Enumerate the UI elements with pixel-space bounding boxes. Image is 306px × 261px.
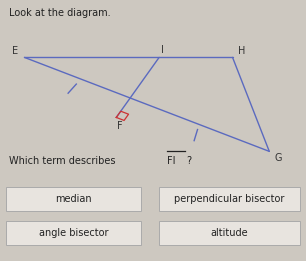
FancyBboxPatch shape [159,221,300,245]
Text: perpendicular bisector: perpendicular bisector [174,194,285,204]
Text: G: G [275,153,282,163]
Text: altitude: altitude [211,228,248,238]
Text: FI: FI [167,156,175,165]
Text: median: median [55,194,92,204]
FancyBboxPatch shape [6,187,141,211]
Text: Look at the diagram.: Look at the diagram. [9,8,111,18]
Text: E: E [12,46,18,56]
Text: I: I [161,45,164,55]
FancyBboxPatch shape [159,187,300,211]
FancyBboxPatch shape [6,221,141,245]
Text: H: H [238,46,245,56]
Text: F: F [117,121,122,131]
Text: ?: ? [187,156,192,165]
Text: Which term describes: Which term describes [9,156,119,165]
Text: angle bisector: angle bisector [39,228,108,238]
